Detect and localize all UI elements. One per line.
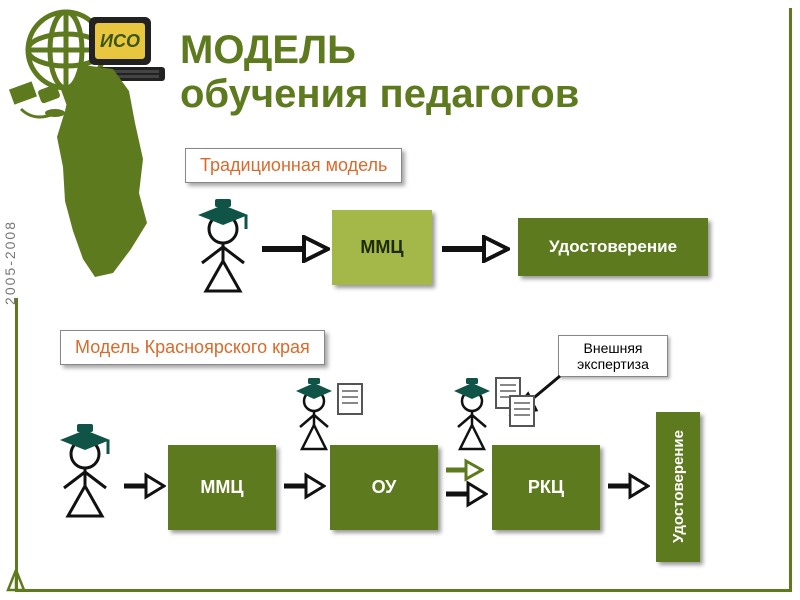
section1-box-mmc: ММЦ: [332, 210, 432, 285]
section2-box-ou: ОУ: [330, 445, 438, 530]
arrow-2b: [282, 472, 326, 500]
student-figure-1: [188, 195, 258, 295]
arrow-2c: [444, 480, 488, 508]
section1-box-cert: Удостоверение: [518, 218, 708, 276]
cert-vertical-text: Удостоверение: [670, 430, 687, 543]
section2-box-mmc: ММЦ: [168, 445, 276, 530]
section1-label: Традиционная модель: [185, 148, 402, 183]
arrow-2d: [606, 472, 650, 500]
document-icon-2b: [508, 394, 536, 428]
arrow-1a: [260, 235, 330, 263]
section2-label: Модель Красноярского края: [60, 330, 325, 365]
arrow-green-small: [444, 458, 484, 482]
document-icon-1: [336, 382, 364, 416]
logo-region: ИСО: [15, 5, 175, 285]
section2-box-cert-vertical: Удостоверение: [656, 412, 700, 562]
section2-box-rkc: РКЦ: [492, 445, 600, 530]
student-figure-2: [50, 420, 120, 520]
note-external-expertise: Внешняя экспертиза: [558, 335, 668, 377]
svg-text:ИСО: ИСО: [100, 31, 140, 51]
arrow-2a: [122, 472, 166, 500]
corner-marker-icon: [6, 568, 26, 592]
arrow-1b: [440, 235, 510, 263]
region-map-icon: [43, 63, 163, 283]
title-line-1: МОДЕЛЬ: [180, 28, 579, 72]
page-title: МОДЕЛЬ обучения педагогов: [180, 28, 579, 116]
title-line-2: обучения педагогов: [180, 72, 579, 116]
